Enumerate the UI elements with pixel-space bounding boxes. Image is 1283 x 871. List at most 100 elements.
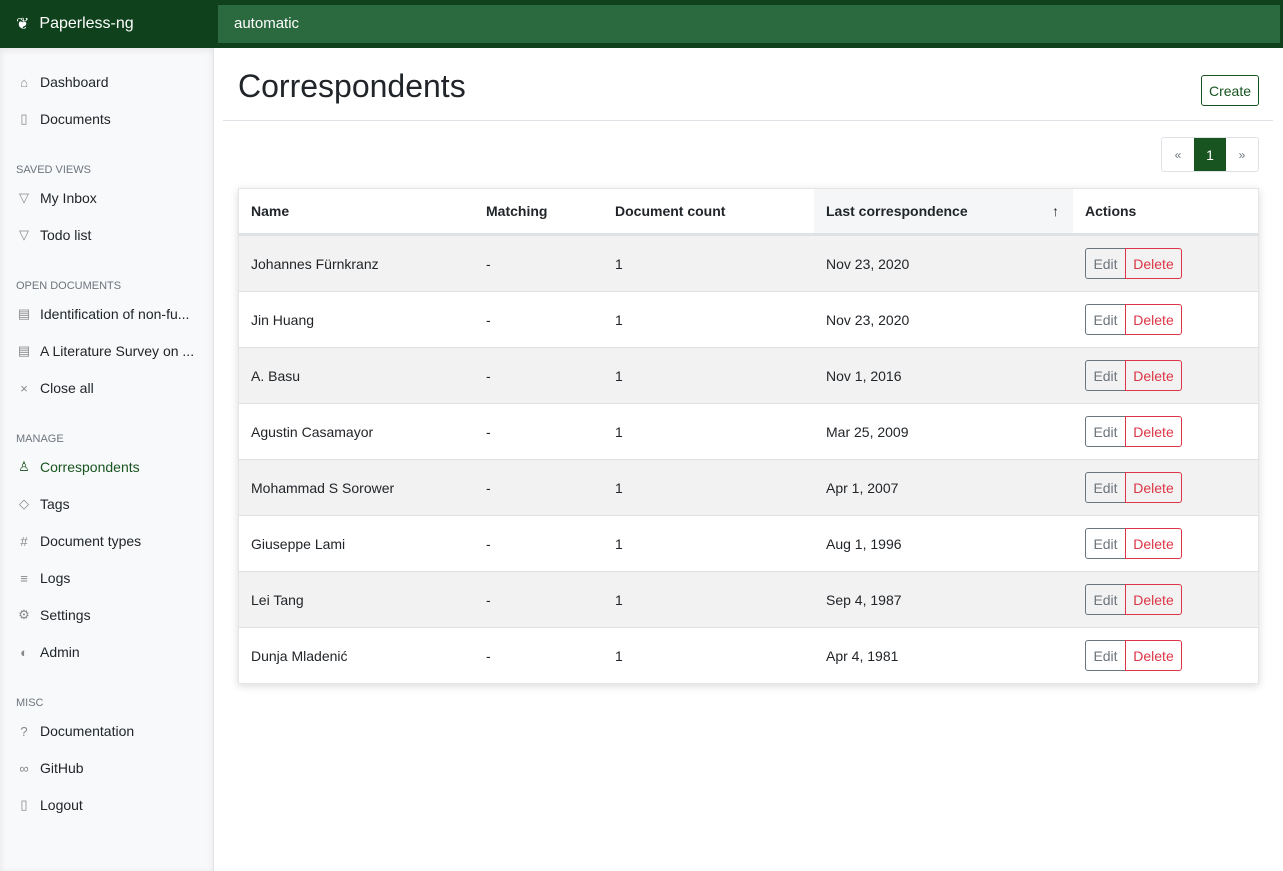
link-icon: ∞ <box>19 760 29 776</box>
sidebar-item-label: My Inbox <box>40 190 97 206</box>
sidebar-item-admin[interactable]: ◐ Admin <box>16 644 196 660</box>
cell-document-count: 1 <box>615 255 623 272</box>
cell-name: Jin Huang <box>251 311 315 328</box>
table-row: Agustin Casamayor - 1 Mar 25, 2009 Edit D… <box>239 403 1258 459</box>
edit-button[interactable]: Edit <box>1085 248 1126 279</box>
sidebar-item-correspondents[interactable]: ♙ Correspondents <box>16 459 196 475</box>
cell-name: Dunja Mladenić <box>251 647 348 664</box>
edit-button[interactable]: Edit <box>1085 584 1126 615</box>
app-name: Paperless-ng <box>39 15 134 32</box>
cell-name: Giuseppe Lami <box>251 535 346 552</box>
sidebar-item-identification-of-non-fu[interactable]: ▤ Identification of non-fu... <box>16 306 196 322</box>
edit-button[interactable]: Edit <box>1085 472 1126 503</box>
row-actions: Edit Delete <box>1073 248 1182 279</box>
edit-button[interactable]: Edit <box>1085 528 1126 559</box>
cell-matching: - <box>486 255 491 272</box>
sidebar-item-settings[interactable]: ⚙ Settings <box>16 607 196 623</box>
sidebar-item-close-all[interactable]: × Close all <box>16 380 196 396</box>
sidebar-item-label: Tags <box>40 496 70 512</box>
cell-matching: - <box>486 647 491 664</box>
search-input[interactable]: automatic <box>218 5 1280 43</box>
sidebar-item-label: A Literature Survey on ... <box>40 343 195 359</box>
create-button[interactable]: Create <box>1201 75 1259 106</box>
row-actions: Edit Delete <box>1073 640 1182 671</box>
sidebar-item-a-literature-survey-on[interactable]: ▤ A Literature Survey on ... <box>16 343 196 359</box>
files-icon: ▯ <box>20 111 28 126</box>
sidebar-heading: Saved views <box>16 164 91 176</box>
funnel-icon: ▽ <box>19 227 29 242</box>
sidebar-item-tags[interactable]: ◇ Tags <box>16 496 196 512</box>
correspondents-table: Name Matching Document count Last corres… <box>238 188 1259 684</box>
edit-button[interactable]: Edit <box>1085 640 1126 671</box>
sidebar-item-logout[interactable]: ▯ Logout <box>16 797 196 813</box>
cell-matching: - <box>486 367 491 384</box>
edit-button[interactable]: Edit <box>1085 304 1126 335</box>
table-row: Lei Tang - 1 Sep 4, 1987 Edit Delete <box>239 571 1258 627</box>
sidebar-item-logs[interactable]: ≡ Logs <box>16 570 196 586</box>
delete-button[interactable]: Delete <box>1125 528 1182 559</box>
delete-button[interactable]: Delete <box>1125 304 1182 335</box>
cell-document-count: 1 <box>615 311 623 328</box>
table-row: Jin Huang - 1 Nov 23, 2020 Edit Delete <box>239 291 1258 347</box>
top-navbar: ❦ Paperless-ng automatic <box>0 0 1283 48</box>
sidebar-item-dashboard[interactable]: ⌂ Dashboard <box>16 74 196 90</box>
sidebar-item-label: GitHub <box>40 760 84 776</box>
delete-button[interactable]: Delete <box>1125 640 1182 671</box>
tags-icon: ◇ <box>19 496 29 511</box>
cell-matching: - <box>486 423 491 440</box>
sidebar-item-todo-list[interactable]: ▽ Todo list <box>16 227 196 243</box>
cell-last-correspondence: Apr 4, 1981 <box>826 647 899 664</box>
delete-button[interactable]: Delete <box>1125 248 1182 279</box>
next-page-button[interactable]: » <box>1238 147 1246 162</box>
header-label: Last correspondence <box>826 203 968 219</box>
edit-button[interactable]: Edit <box>1085 360 1126 391</box>
cell-document-count: 1 <box>615 591 623 608</box>
table-row: Dunja Mladenić - 1 Apr 4, 1981 Edit Delet… <box>239 627 1258 683</box>
cell-last-correspondence: Aug 1, 1996 <box>826 535 902 552</box>
delete-button[interactable]: Delete <box>1125 584 1182 615</box>
cell-last-correspondence: Nov 23, 2020 <box>826 255 910 272</box>
pagination: « 1 » <box>1161 137 1259 172</box>
page-title: Correspondents <box>238 68 466 104</box>
sidebar-item-label: Dashboard <box>40 74 109 90</box>
sidebar-item-documents[interactable]: ▯ Documents <box>16 111 196 127</box>
list-icon: ≡ <box>20 570 28 586</box>
cell-name: Lei Tang <box>251 591 304 608</box>
cell-document-count: 1 <box>615 535 623 552</box>
row-actions: Edit Delete <box>1073 584 1182 615</box>
question-circle-icon: ? <box>20 723 28 739</box>
hash-icon: # <box>20 533 28 549</box>
page-1-button[interactable]: 1 <box>1194 138 1226 171</box>
cell-last-correspondence: Nov 23, 2020 <box>826 311 910 328</box>
delete-button[interactable]: Delete <box>1125 416 1182 447</box>
delete-button[interactable]: Delete <box>1125 472 1182 503</box>
sidebar-item-documentation[interactable]: ? Documentation <box>16 723 196 739</box>
row-actions: Edit Delete <box>1073 528 1182 559</box>
sidebar-item-label: Todo list <box>40 227 92 243</box>
cell-document-count: 1 <box>615 479 623 496</box>
sidebar-item-document-types[interactable]: # Document types <box>16 533 196 549</box>
row-actions: Edit Delete <box>1073 360 1182 391</box>
table-row: A. Basu - 1 Nov 1, 2016 Edit Delete <box>239 347 1258 403</box>
sidebar-item-github[interactable]: ∞ GitHub <box>16 760 196 776</box>
table-row: Giuseppe Lami - 1 Aug 1, 1996 Edit Delete <box>239 515 1258 571</box>
header-name[interactable]: Name <box>251 203 290 219</box>
cell-name: Mohammad S Sorower <box>251 479 395 496</box>
header-matching[interactable]: Matching <box>486 203 548 219</box>
header-last-correspondence[interactable]: Last correspondence ↑ <box>814 189 1073 233</box>
brand[interactable]: ❦ Paperless-ng <box>0 0 214 48</box>
row-actions: Edit Delete <box>1073 416 1182 447</box>
edit-button[interactable]: Edit <box>1085 416 1126 447</box>
prev-page-button[interactable]: « <box>1174 147 1182 162</box>
sidebar-item-my-inbox[interactable]: ▽ My Inbox <box>16 190 196 206</box>
delete-button[interactable]: Delete <box>1125 360 1182 391</box>
sidebar-item-label: Correspondents <box>40 459 140 475</box>
cell-matching: - <box>486 479 491 496</box>
header-actions: Actions <box>1085 203 1137 219</box>
table-row: Mohammad S Sorower - 1 Apr 1, 2007 Edit D… <box>239 459 1258 515</box>
cell-document-count: 1 <box>615 647 623 664</box>
header-document-count[interactable]: Document count <box>615 203 726 219</box>
sort-arrow-icon: ↑ <box>1052 203 1059 219</box>
cell-name: Agustin Casamayor <box>251 423 374 440</box>
funnel-icon: ▽ <box>19 190 29 205</box>
